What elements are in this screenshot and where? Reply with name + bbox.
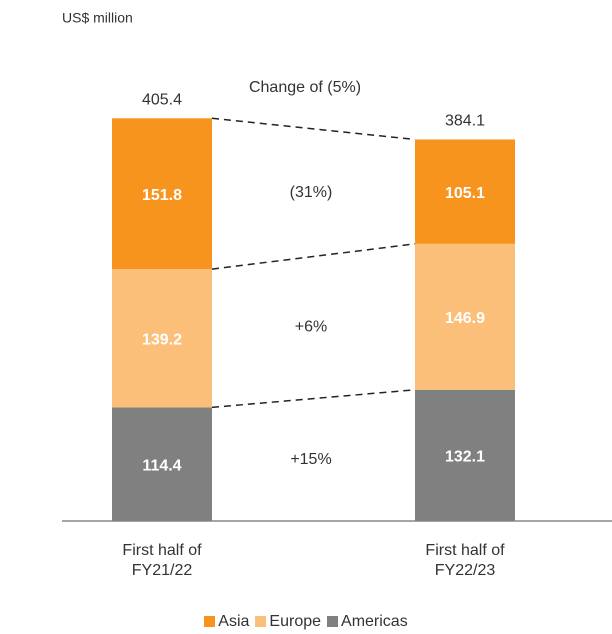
value-label: 146.9 [445, 310, 485, 327]
bar-segment [112, 269, 212, 408]
x-tick-label: First half of FY22/23 [425, 542, 505, 579]
bar-segment [415, 243, 515, 390]
legend: Asia Europe Americas [0, 613, 612, 631]
legend-swatch [327, 616, 339, 627]
legend-item: Asia [204, 613, 249, 631]
legend-swatch [204, 616, 216, 627]
value-label: 132.1 [445, 449, 485, 466]
value-label: 114.4 [142, 457, 181, 474]
change-label: +6% [295, 319, 327, 336]
connector [211, 117, 416, 141]
bar-segment [415, 139, 515, 244]
x-tick-label: First half of FY21/22 [122, 542, 202, 579]
bar-segment [415, 389, 515, 521]
legend-swatch [255, 616, 267, 627]
bar-segment [112, 407, 212, 521]
total-label: 384.1 [445, 113, 485, 130]
connector [211, 243, 416, 270]
connector [211, 389, 416, 409]
change-label: +15% [290, 451, 331, 468]
legend-item: Americas [327, 613, 408, 631]
total-label: 405.4 [142, 92, 182, 109]
chart-title: US$ million [62, 10, 133, 26]
value-label: 105.1 [445, 185, 485, 202]
change-label: (31%) [290, 184, 333, 201]
bar-segment [112, 118, 212, 270]
annotation: Change of (5%) [249, 79, 361, 96]
value-label: 151.8 [142, 187, 182, 204]
legend-item: Europe [255, 613, 321, 631]
legend-label: Asia [218, 613, 250, 630]
value-label: 139.2 [142, 331, 182, 348]
legend-label: Americas [341, 613, 408, 630]
legend-label: Europe [269, 613, 322, 630]
